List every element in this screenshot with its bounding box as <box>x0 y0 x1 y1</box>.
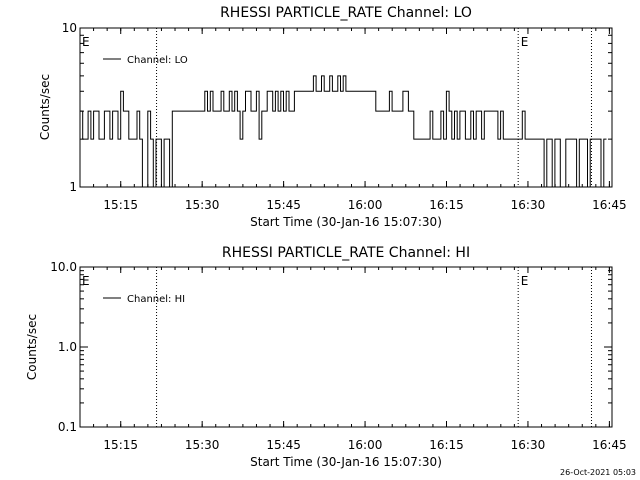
hi-x-ticks: 15:15 15:30 15:45 16:00 16:15 16:30 16:45 <box>79 267 627 452</box>
hi-event-marker-label: E <box>82 274 90 288</box>
hi-x-axis-label: Start Time (30-Jan-16 15:07:30) <box>250 455 442 469</box>
hi-legend-label: Channel: HI <box>127 294 185 305</box>
hi-y-tick-label: 10.0 <box>50 260 77 274</box>
hi-x-tick-label: 16:00 <box>348 438 383 452</box>
lo-x-tick-label: 16:30 <box>511 198 546 212</box>
lo-y-tick-label: 1 <box>69 180 77 194</box>
lo-channel-panel: RHESSI PARTICLE_RATE Channel: LO Counts/… <box>38 5 627 229</box>
hi-x-tick-label: 16:15 <box>429 438 464 452</box>
hi-y-tick-label: 0.1 <box>58 420 77 434</box>
hi-y-ticks: 0.1 1.0 10.0 <box>50 260 612 434</box>
lo-y-tick-label: 10 <box>62 21 77 35</box>
hi-legend: Channel: HI <box>103 294 185 305</box>
lo-x-tick-label: 16:45 <box>592 198 627 212</box>
generation-timestamp: 26-Oct-2021 05:03 <box>560 468 636 477</box>
hi-y-tick-label: 1.0 <box>58 340 77 354</box>
hi-y-axis-label: Counts/sec <box>25 314 39 380</box>
lo-x-tick-label: 16:15 <box>429 198 464 212</box>
lo-series-line <box>80 75 607 187</box>
lo-event-lines <box>156 28 592 187</box>
hi-channel-panel: RHESSI PARTICLE_RATE Channel: HI Counts/… <box>25 245 627 469</box>
hi-chart-title: RHESSI PARTICLE_RATE Channel: HI <box>222 245 470 261</box>
lo-x-tick-label: 15:15 <box>103 198 138 212</box>
lo-x-axis-label: Start Time (30-Jan-16 15:07:30) <box>250 215 442 229</box>
lo-event-marker-label: E <box>82 35 90 49</box>
hi-x-tick-label: 15:45 <box>266 438 301 452</box>
hi-x-tick-label: 16:45 <box>592 438 627 452</box>
lo-y-ticks: 1 10 <box>62 21 612 194</box>
lo-x-ticks: 15:15 15:30 15:45 16:00 16:15 16:30 16:45 <box>79 28 627 212</box>
lo-x-tick-label: 15:45 <box>266 198 301 212</box>
hi-x-tick-label: 15:15 <box>103 438 138 452</box>
lo-chart-title: RHESSI PARTICLE_RATE Channel: LO <box>220 5 472 21</box>
lo-legend-label: Channel: LO <box>127 55 188 66</box>
lo-y-axis-label: Counts/sec <box>38 74 52 140</box>
lo-x-tick-label: 16:00 <box>348 198 383 212</box>
hi-plot-frame <box>79 266 613 428</box>
lo-event-marker-label: E <box>521 35 529 49</box>
hi-x-tick-label: 16:30 <box>511 438 546 452</box>
lo-plot-frame <box>79 27 613 188</box>
hi-x-tick-label: 15:30 <box>185 438 220 452</box>
hi-event-lines <box>156 267 592 427</box>
lo-x-tick-label: 15:30 <box>185 198 220 212</box>
hi-event-marker-label: E <box>521 274 529 288</box>
lo-legend: Channel: LO <box>103 55 188 66</box>
lo-data-series <box>80 75 607 187</box>
